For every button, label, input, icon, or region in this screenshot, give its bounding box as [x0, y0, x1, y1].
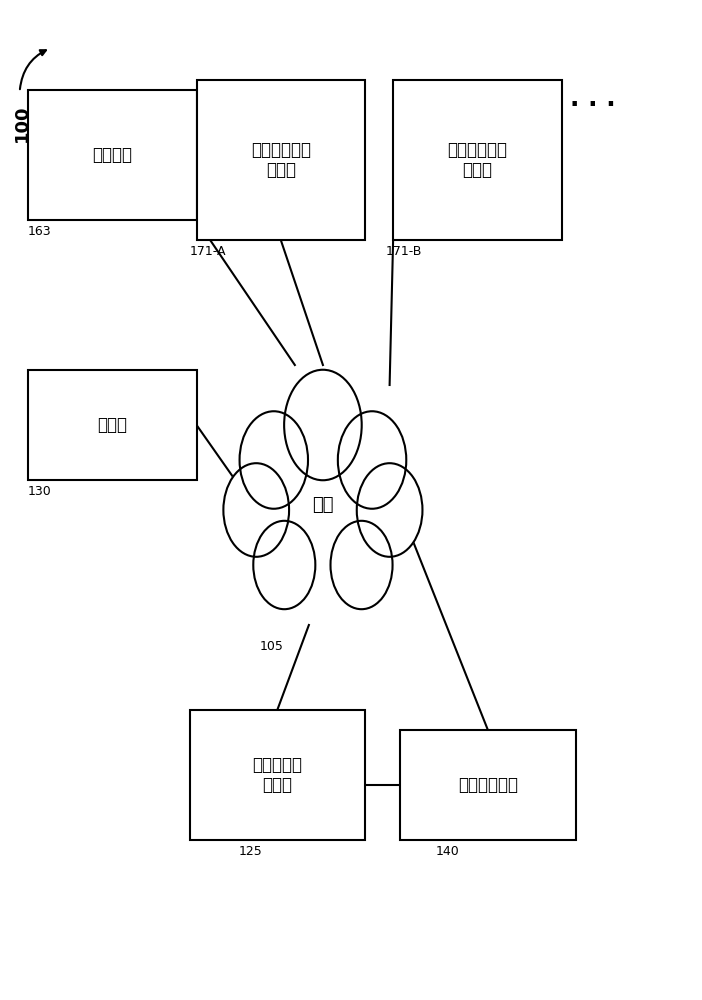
Text: 130: 130: [28, 485, 52, 498]
Text: 171-A: 171-A: [190, 245, 226, 258]
Text: 机械植入物库: 机械植入物库: [458, 776, 518, 794]
Circle shape: [331, 521, 392, 609]
Text: · · ·: · · ·: [571, 93, 616, 117]
Text: 163: 163: [28, 225, 52, 238]
Circle shape: [253, 521, 315, 609]
FancyBboxPatch shape: [393, 80, 562, 240]
FancyBboxPatch shape: [28, 90, 197, 220]
Circle shape: [284, 370, 362, 480]
Text: 植入物制造商
服务器: 植入物制造商 服务器: [251, 141, 311, 179]
Circle shape: [223, 463, 289, 557]
Text: 100: 100: [13, 105, 31, 142]
FancyBboxPatch shape: [197, 80, 365, 240]
Text: 140: 140: [435, 845, 459, 858]
Text: 用户设备: 用户设备: [93, 146, 132, 164]
FancyBboxPatch shape: [28, 370, 197, 480]
Text: 网络: 网络: [312, 496, 333, 514]
Circle shape: [286, 467, 360, 573]
FancyBboxPatch shape: [190, 710, 365, 840]
Text: 植入物制造商
服务器: 植入物制造商 服务器: [447, 141, 508, 179]
Text: 125: 125: [239, 845, 263, 858]
Text: 105: 105: [260, 640, 284, 653]
Text: 机械植入物
管理器: 机械植入物 管理器: [252, 756, 303, 794]
Circle shape: [239, 411, 308, 509]
Circle shape: [338, 411, 406, 509]
FancyBboxPatch shape: [400, 730, 576, 840]
Circle shape: [357, 463, 423, 557]
Text: 扫描仪: 扫描仪: [98, 416, 127, 434]
Text: 171-B: 171-B: [386, 245, 423, 258]
